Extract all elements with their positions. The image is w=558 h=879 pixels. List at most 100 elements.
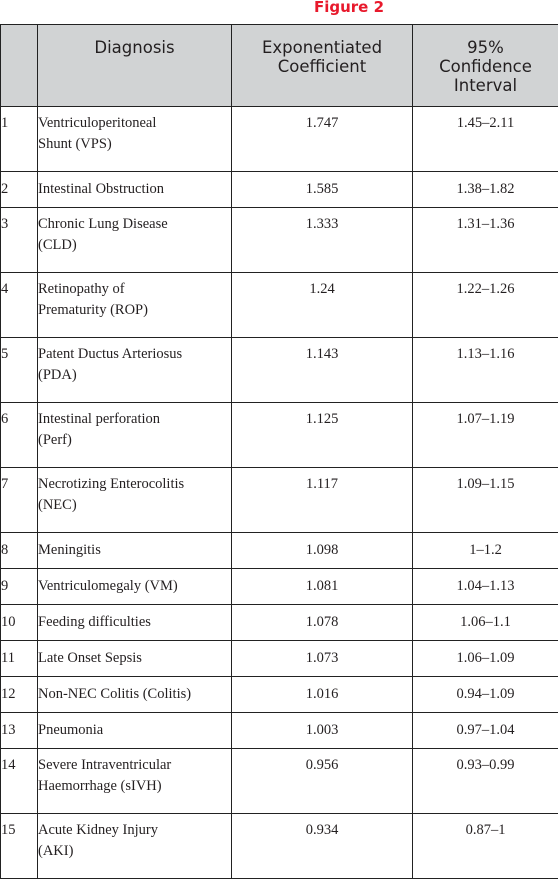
diagnosis-line2: (PDA) <box>38 365 231 386</box>
row-index: 4 <box>1 273 38 338</box>
coefficient-cell: 1.117 <box>232 468 413 533</box>
row-index: 8 <box>1 533 38 569</box>
coefficient-cell: 1.081 <box>232 569 413 605</box>
row-index: 3 <box>1 208 38 273</box>
header-coefficient-line1: Exponentiated <box>232 38 412 57</box>
diagnosis-line1: Ventriculoperitoneal <box>38 113 231 134</box>
diagnosis-line1: Chronic Lung Disease <box>38 214 231 235</box>
confidence-interval-cell: 1.45–2.11 <box>413 107 558 172</box>
coefficient-cell: 1.24 <box>232 273 413 338</box>
coefficient-cell: 1.003 <box>232 713 413 749</box>
coefficient-cell: 1.585 <box>232 172 413 208</box>
diagnosis-line2: (AKI) <box>38 841 231 862</box>
row-index: 5 <box>1 338 38 403</box>
header-coefficient: Exponentiated Coefficient <box>232 25 413 107</box>
confidence-interval-cell: 0.94–1.09 <box>413 677 558 713</box>
diagnosis-line1: Intestinal Obstruction <box>38 179 231 200</box>
diagnosis-cell: Acute Kidney Injury(AKI) <box>38 814 232 879</box>
coefficient-cell: 1.333 <box>232 208 413 273</box>
diagnosis-line2: (Perf) <box>38 430 231 451</box>
diagnosis-line1: Patent Ductus Arteriosus <box>38 344 231 365</box>
coefficient-cell: 1.078 <box>232 605 413 641</box>
coefficient-cell: 1.747 <box>232 107 413 172</box>
diagnosis-cell: Intestinal Obstruction <box>38 172 232 208</box>
diagnosis-cell: Ventriculomegaly (VM) <box>38 569 232 605</box>
figure-label: Figure 2 <box>0 0 558 18</box>
row-index: 14 <box>1 749 38 814</box>
row-index: 13 <box>1 713 38 749</box>
confidence-interval-cell: 1.13–1.16 <box>413 338 558 403</box>
header-ci-line3: Interval <box>413 76 558 95</box>
header-diagnosis: Diagnosis <box>38 25 232 107</box>
diagnosis-line1: Late Onset Sepsis <box>38 648 231 669</box>
row-index: 10 <box>1 605 38 641</box>
diagnosis-line1: Intestinal perforation <box>38 409 231 430</box>
confidence-interval-cell: 0.87–1 <box>413 814 558 879</box>
diagnosis-line2: Shunt (VPS) <box>38 134 231 155</box>
diagnosis-line1: Meningitis <box>38 540 231 561</box>
header-index <box>1 25 38 107</box>
diagnosis-line1: Retinopathy of <box>38 279 231 300</box>
coefficient-cell: 1.016 <box>232 677 413 713</box>
diagnosis-cell: Patent Ductus Arteriosus(PDA) <box>38 338 232 403</box>
diagnosis-cell: Pneumonia <box>38 713 232 749</box>
header-confidence-interval: 95% Confidence Interval <box>413 25 558 107</box>
confidence-interval-cell: 0.93–0.99 <box>413 749 558 814</box>
diagnosis-line1: Necrotizing Enterocolitis <box>38 474 231 495</box>
confidence-interval-cell: 1.07–1.19 <box>413 403 558 468</box>
confidence-interval-cell: 1.09–1.15 <box>413 468 558 533</box>
diagnosis-line2: (NEC) <box>38 495 231 516</box>
row-index: 15 <box>1 814 38 879</box>
coefficient-cell: 0.956 <box>232 749 413 814</box>
row-index: 12 <box>1 677 38 713</box>
diagnosis-cell: Non-NEC Colitis (Colitis) <box>38 677 232 713</box>
confidence-interval-cell: 1.22–1.26 <box>413 273 558 338</box>
coefficient-cell: 1.073 <box>232 641 413 677</box>
row-index: 7 <box>1 468 38 533</box>
diagnosis-cell: Intestinal perforation(Perf) <box>38 403 232 468</box>
row-index: 9 <box>1 569 38 605</box>
diagnosis-line1: Non-NEC Colitis (Colitis) <box>38 684 231 705</box>
header-coefficient-line2: Coefficient <box>232 57 412 76</box>
row-index: 6 <box>1 403 38 468</box>
confidence-interval-cell: 1.06–1.1 <box>413 605 558 641</box>
diagnosis-table: Diagnosis Exponentiated Coefficient 95% … <box>0 24 558 879</box>
header-ci-line1: 95% <box>413 38 558 57</box>
diagnosis-line1: Pneumonia <box>38 720 231 741</box>
diagnosis-line2: Haemorrhage (sIVH) <box>38 776 231 797</box>
diagnosis-line1: Feeding difficulties <box>38 612 231 633</box>
confidence-interval-cell: 1–1.2 <box>413 533 558 569</box>
confidence-interval-cell: 1.31–1.36 <box>413 208 558 273</box>
row-index: 11 <box>1 641 38 677</box>
coefficient-cell: 1.098 <box>232 533 413 569</box>
header-ci-line2: Confidence <box>413 57 558 76</box>
coefficient-cell: 0.934 <box>232 814 413 879</box>
diagnosis-cell: Meningitis <box>38 533 232 569</box>
confidence-interval-cell: 1.06–1.09 <box>413 641 558 677</box>
coefficient-cell: 1.125 <box>232 403 413 468</box>
diagnosis-cell: Feeding difficulties <box>38 605 232 641</box>
diagnosis-cell: Late Onset Sepsis <box>38 641 232 677</box>
diagnosis-cell: Chronic Lung Disease(CLD) <box>38 208 232 273</box>
header-row: Diagnosis Exponentiated Coefficient 95% … <box>1 25 558 107</box>
row-index: 2 <box>1 172 38 208</box>
confidence-interval-cell: 1.38–1.82 <box>413 172 558 208</box>
diagnosis-line1: Severe Intraventricular <box>38 755 231 776</box>
diagnosis-line1: Ventriculomegaly (VM) <box>38 576 231 597</box>
